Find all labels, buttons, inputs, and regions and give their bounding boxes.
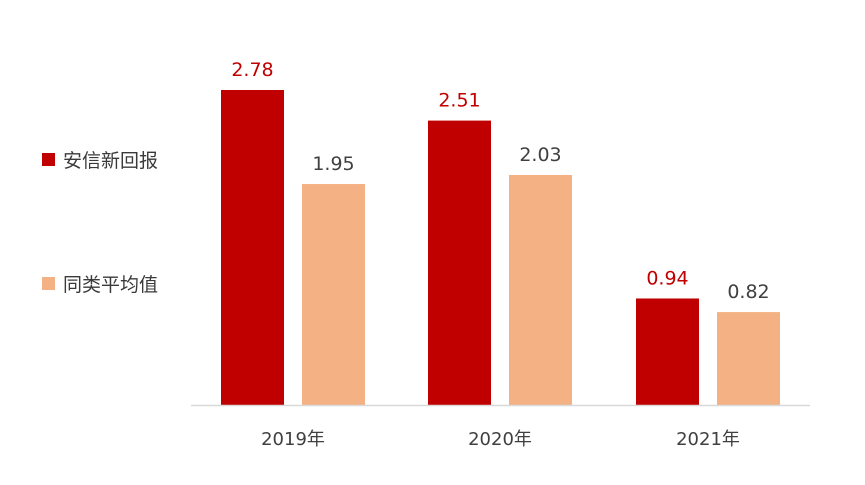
- legend-item-series-1: 安信新回报: [42, 146, 158, 173]
- data-label-1-1: 2.78: [231, 59, 273, 81]
- x-tick-label-1: 2019年: [261, 429, 325, 450]
- bar-1-1: [221, 90, 284, 405]
- x-tick-label-3: 2021年: [676, 429, 740, 450]
- data-label-1-3: 0.94: [646, 267, 688, 289]
- legend-label-series-2: 同类平均值: [63, 274, 159, 296]
- data-label-2-3: 0.82: [727, 281, 769, 303]
- bar-1-2: [428, 120, 491, 405]
- data-label-1-2: 2.51: [438, 90, 480, 112]
- x-tick-label-2: 2020年: [468, 429, 532, 450]
- bar-2-3: [717, 312, 780, 405]
- data-label-2-1: 1.95: [312, 153, 354, 175]
- legend-item-series-2: 同类平均值: [42, 270, 158, 297]
- bar-1-3: [636, 298, 699, 405]
- data-label-2-2: 2.03: [519, 144, 561, 166]
- legend-swatch-series-1: [42, 153, 55, 166]
- bar-2-2: [509, 174, 572, 405]
- bar-2-1: [302, 184, 365, 405]
- legend-label-series-1: 安信新回报: [63, 150, 159, 172]
- legend-swatch-series-2: [42, 277, 55, 290]
